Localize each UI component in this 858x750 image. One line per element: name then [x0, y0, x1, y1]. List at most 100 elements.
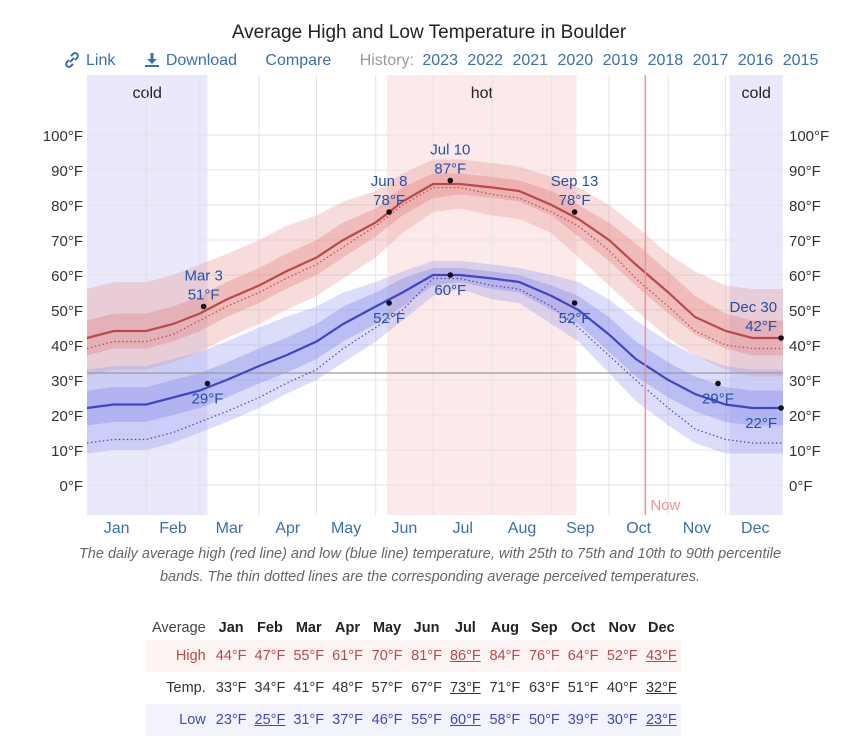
table-header-month: Oct: [571, 620, 596, 636]
y-tick-label-left: 20°F: [51, 408, 83, 425]
low-annotation-point: [715, 380, 721, 387]
table-header-month: Dec: [648, 620, 675, 636]
download-icon: [144, 53, 159, 67]
high-annotation-point: [571, 209, 578, 215]
table-cell: 63°F: [528, 680, 560, 696]
table-cell: 76°F: [524, 640, 564, 672]
table-cell[interactable]: 43°F: [641, 640, 681, 672]
y-tick-label-left: 70°F: [51, 233, 83, 250]
history-year-2015[interactable]: 2015: [782, 52, 819, 69]
table-cell[interactable]: 23°F: [641, 704, 681, 736]
table-cell[interactable]: 60°F: [445, 704, 485, 736]
table-header-month: Nov: [608, 620, 636, 636]
low-line: [86, 273, 783, 410]
toolbar: Link Download Compare History: 2023 2022…: [64, 52, 823, 70]
table-cell: 55°F: [407, 704, 446, 736]
table-cell: 55°F: [289, 640, 329, 672]
history-year-2023[interactable]: 2023: [422, 52, 458, 69]
x-tick-label-month: Jul: [452, 520, 472, 537]
table-cell[interactable]: 86°F: [445, 640, 485, 672]
x-tick-label-month: Feb: [159, 520, 187, 537]
y-tick-label-right: 100°F: [789, 128, 829, 145]
high-band-25-75: [87, 173, 783, 356]
low-annotation-point: [447, 272, 454, 278]
annotation-date-label: Dec 30: [730, 299, 778, 316]
y-tick-label-right: 60°F: [789, 268, 821, 285]
table-row-low: Low 23°F 25°F 31°F 37°F 46°F 55°F 60°F 58°F 50°F 3…: [146, 704, 681, 736]
season-band-cold: [87, 75, 208, 515]
table-header-month: Jul: [454, 620, 476, 636]
history-year-2020[interactable]: 2020: [557, 52, 594, 69]
table-cell: 47°F: [250, 640, 290, 672]
table-row-label: High: [146, 640, 212, 672]
low-band-25-75: [87, 268, 783, 426]
annotation-value-label: 42°F: [745, 318, 777, 335]
link-button[interactable]: Link: [64, 52, 115, 70]
table-cell: 48°F: [332, 680, 363, 696]
y-tick-label-left: 90°F: [51, 163, 83, 180]
history-year-2017[interactable]: 2017: [692, 52, 729, 69]
table-cell: 30°F: [602, 704, 642, 736]
table-cell: 44°F: [211, 640, 251, 672]
annotation-value-label: 51°F: [188, 287, 220, 304]
table-cell[interactable]: 32°F: [645, 680, 677, 696]
x-tick-label-month: Jan: [104, 520, 130, 537]
x-tick-label-month: Oct: [626, 520, 651, 537]
x-tick-label-month: Nov: [683, 520, 711, 537]
x-tick-label-month: Jun: [392, 520, 418, 537]
history-year-2022[interactable]: 2022: [467, 52, 504, 69]
annotation-value-label: 52°F: [559, 310, 591, 327]
annotation-value-label: 60°F: [434, 282, 466, 299]
table-cell: 58°F: [484, 704, 525, 736]
low-annotation-point: [204, 380, 211, 387]
y-tick-label-left: 60°F: [51, 268, 83, 285]
table-cell: 31°F: [289, 704, 329, 736]
history-year-2016[interactable]: 2016: [737, 52, 774, 69]
y-tick-label-right: 20°F: [789, 408, 821, 425]
x-tick-label-month: Sep: [566, 520, 595, 537]
compare-button[interactable]: Compare: [265, 52, 332, 69]
table-cell: 41°F: [293, 680, 325, 696]
y-tick-label-left: 80°F: [51, 198, 83, 215]
monthly-average-table: Average Jan Feb Mar Apr May Jun Jul Aug …: [146, 616, 681, 736]
y-tick-label-right: 80°F: [789, 198, 821, 215]
high-line: [86, 182, 783, 340]
table-cell: 37°F: [328, 704, 367, 736]
annotation-date-label: Mar 3: [184, 268, 222, 285]
annotation-date-label: Jun 8: [371, 173, 408, 190]
x-tick-label-month: Mar: [216, 520, 244, 537]
chart-caption: The daily average high (red line) and lo…: [78, 546, 782, 585]
table-header-month: Jan: [218, 620, 244, 636]
high-annotation-point: [386, 209, 392, 215]
season-band-cold: [729, 75, 783, 515]
download-button[interactable]: Download: [144, 52, 237, 70]
table-cell[interactable]: 25°F: [250, 704, 290, 736]
high-perceived-line: [86, 186, 783, 350]
y-tick-label-right: 30°F: [789, 373, 821, 390]
table-cell[interactable]: 73°F: [449, 680, 481, 696]
link-icon: [65, 52, 79, 68]
table-row-label: Temp.: [166, 680, 206, 696]
table-cell: 23°F: [211, 704, 251, 736]
annotation-value-label: 78°F: [373, 192, 405, 209]
high-annotation-point: [778, 335, 784, 341]
annotation-value-label: 29°F: [702, 391, 734, 408]
history-year-2021[interactable]: 2021: [512, 52, 549, 69]
table-cell: 33°F: [215, 680, 247, 696]
history-year-2018[interactable]: 2018: [647, 52, 684, 69]
table-cell: 57°F: [371, 680, 403, 696]
temperature-chart: cold hot cold Now 0°F 0°F 10°F 10°F 20°F 20°F 30°F…: [43, 75, 829, 537]
table-header-month: Apr: [335, 620, 361, 636]
y-tick-label-left: 40°F: [51, 338, 83, 355]
table-header-row: Average Jan Feb Mar Apr May Jun Jul Aug …: [146, 616, 681, 640]
table-cell: 51°F: [567, 680, 599, 696]
x-tick-label-month: Apr: [275, 520, 301, 537]
high-annotation-point: [200, 303, 207, 310]
annotation-date-label: Sep 13: [551, 173, 599, 190]
download-label: Download: [165, 52, 237, 69]
y-tick-label-right: 10°F: [789, 443, 821, 460]
annotation-value-label: 22°F: [745, 415, 777, 432]
annotation-value-label: 52°F: [373, 310, 405, 327]
table-row-temp: Temp. 33°F 34°F 41°F 48°F 57°F 67°F 73°F 71°F 63°…: [146, 672, 681, 704]
history-year-2019[interactable]: 2019: [602, 52, 639, 69]
